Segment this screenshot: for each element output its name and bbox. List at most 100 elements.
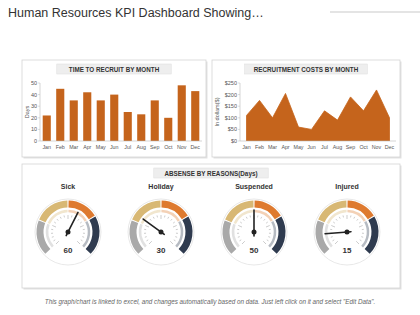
gauge-minor-tick xyxy=(250,215,251,217)
gauge-minor-tick xyxy=(52,236,54,238)
gauge-hub xyxy=(159,230,164,235)
gauge-inner-band xyxy=(49,211,68,224)
gauge-minor-tick xyxy=(333,240,335,241)
gauge-minor-tick xyxy=(361,236,363,238)
y-tick-label: $100 xyxy=(225,115,237,121)
x-axis-line xyxy=(40,141,202,142)
gauge-minor-tick xyxy=(57,219,58,221)
bar xyxy=(164,118,172,141)
gauge-inner-band xyxy=(47,224,53,246)
gauge-label: Injured xyxy=(335,183,358,191)
gauge-minor-tick xyxy=(269,233,271,234)
chart-title: TIME TO RECRUIT BY MONTH xyxy=(69,66,160,73)
gauge-minor-tick xyxy=(243,219,244,221)
gauge-minor-tick xyxy=(263,241,266,244)
gauge-minor-tick xyxy=(242,241,245,244)
gauge-minor-tick xyxy=(144,229,146,230)
y-tick-label: $150 xyxy=(225,103,237,109)
gauge-needle xyxy=(66,212,78,235)
gauge-minor-tick xyxy=(60,217,62,219)
chart-title: RECRUITMENT COSTS BY MONTH xyxy=(254,66,359,73)
gauge-minor-tick xyxy=(266,225,270,227)
gauge-minor-tick xyxy=(51,229,53,230)
gauge-minor-tick xyxy=(77,241,80,244)
gauge-minor-tick xyxy=(68,215,69,219)
gauge-minor-tick xyxy=(335,241,338,244)
gauge-minor-tick xyxy=(175,236,177,238)
gauge-inner-band xyxy=(161,211,178,221)
gauge-minor-tick xyxy=(357,219,358,221)
gauge-minor-tick xyxy=(264,219,265,221)
gauge-minor-tick xyxy=(82,236,84,238)
y-tick-label: $0 xyxy=(231,138,237,144)
dashboard: Human Resources KPI Dashboard Showing…Th… xyxy=(0,0,420,315)
gauge-inner-band xyxy=(347,211,364,221)
x-tick-label: Aug xyxy=(137,144,146,150)
gauge-minor-tick xyxy=(260,217,262,219)
gauge-minor-tick xyxy=(362,229,364,230)
x-tick-label: Feb xyxy=(56,144,65,150)
bar xyxy=(110,95,118,141)
gauge-minor-tick xyxy=(170,241,173,244)
gauge-minor-tick xyxy=(153,217,155,219)
gauge-minor-tick xyxy=(237,233,239,234)
gauge-minor-tick xyxy=(350,215,351,217)
gauge-minor-tick xyxy=(147,240,149,241)
gauge-minor-tick xyxy=(360,240,362,241)
x-tick-label: Jun xyxy=(307,144,316,150)
gauge-inner-band xyxy=(269,222,275,247)
gauge-minor-tick xyxy=(52,225,56,227)
x-tick-label: May xyxy=(293,144,303,150)
gauge-minor-tick xyxy=(78,219,79,221)
bar xyxy=(56,89,64,141)
gauge-minor-tick xyxy=(161,215,162,219)
gauge-minor-tick xyxy=(83,233,85,234)
gauge-inner-band xyxy=(140,224,146,246)
page-title: Human Resources KPI Dashboard Showing… xyxy=(8,6,264,20)
y-axis-label: Days xyxy=(24,105,30,118)
gauge-minor-tick xyxy=(238,236,240,238)
gauge-face xyxy=(35,199,101,265)
gauge-minor-tick xyxy=(176,233,178,234)
gauge-minor-tick xyxy=(343,215,344,217)
gauge-label: Sick xyxy=(61,183,76,190)
gauge-minor-tick xyxy=(331,236,333,238)
gauge-minor-tick xyxy=(167,217,169,219)
plot-area xyxy=(43,85,200,141)
x-tick-label: Apr xyxy=(281,144,289,150)
gauge-inner-band xyxy=(142,211,161,224)
gauge-minor-tick xyxy=(157,215,158,217)
plot-area xyxy=(247,90,390,141)
x-tick-label: Jan xyxy=(242,144,251,150)
gauge-minor-tick xyxy=(64,215,65,217)
gauge-minor-tick xyxy=(347,215,348,219)
bar xyxy=(151,100,159,141)
gauge-minor-tick xyxy=(149,241,152,244)
gauge-minor-tick xyxy=(80,225,84,227)
gauge-minor-tick xyxy=(237,229,239,230)
gauge-minor-tick xyxy=(267,240,269,241)
gauge-minor-tick xyxy=(362,233,364,234)
x-tick-label: Dec xyxy=(191,144,201,150)
gauge-minor-tick xyxy=(54,240,56,241)
gauge-minor-tick xyxy=(339,217,341,219)
x-tick-label: Jul xyxy=(321,144,328,150)
y-tick-label: 0 xyxy=(34,138,37,144)
gauge-minor-tick xyxy=(145,236,147,238)
y-axis-line xyxy=(40,83,41,141)
gauge-minor-tick xyxy=(356,241,359,244)
x-tick-label: Jan xyxy=(42,144,51,150)
gauge-minor-tick xyxy=(266,222,268,223)
gauge-minor-tick xyxy=(336,219,337,221)
gauge-face xyxy=(221,199,287,265)
gauge-minor-tick xyxy=(150,219,151,221)
gauge-minor-tick xyxy=(173,225,177,227)
x-tick-label: Nov xyxy=(372,144,382,150)
gauge-minor-tick xyxy=(164,215,165,217)
panel-heading-box xyxy=(57,64,171,74)
y-tick-label: 30 xyxy=(31,103,37,109)
x-axis-line xyxy=(240,141,396,142)
gauge-inner-band xyxy=(83,222,89,247)
gauge-label: Suspended xyxy=(235,183,273,191)
data-label: 30 xyxy=(157,246,166,255)
